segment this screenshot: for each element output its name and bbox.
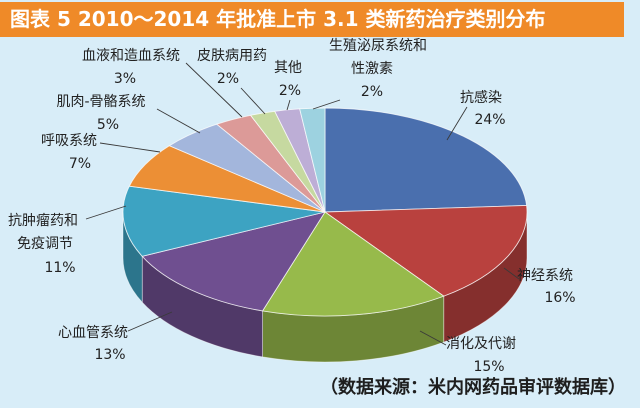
slice-label: 抗感染 (460, 89, 502, 106)
pie-slices (122, 107, 528, 317)
slice-label: 呼吸系统 (41, 133, 97, 149)
leader-line (99, 142, 161, 153)
slice-label: 性激素 (351, 60, 393, 77)
leader-line (156, 108, 201, 134)
pie-slice (299, 107, 326, 213)
pie-slice (324, 107, 528, 213)
pie-slice (141, 211, 326, 312)
leader-line (446, 106, 468, 141)
pie-slice (122, 185, 326, 257)
leader-lines (85, 62, 520, 346)
slice-value-label: 16% (544, 290, 575, 306)
slice-label: 肌肉-骨骼系统 (56, 94, 145, 110)
slice-label: 皮肤病用药 (197, 48, 267, 64)
leader-line (312, 99, 341, 110)
slice-label: 生殖泌尿系统和 (329, 37, 427, 54)
slice-label: 其他 (274, 60, 302, 76)
slice-value-label: 2% (279, 83, 301, 99)
chart-title: 图表 5 2010～2014 年批准上市 3.1 类新药治疗类别分布 (10, 7, 546, 31)
slice-value-label: 11% (44, 260, 75, 276)
slice-value-label: 15% (473, 359, 504, 375)
leader-line (85, 205, 127, 220)
slice-label: 免疫调节 (17, 236, 73, 252)
pie-slice (261, 211, 445, 317)
slice-label: 血液和造血系统 (82, 48, 180, 64)
slice-value-label: 3% (114, 71, 136, 87)
leader-line (286, 99, 291, 111)
slice-value-label: 24% (474, 112, 505, 128)
title-bar: 图表 5 2010～2014 年批准上市 3.1 类新药治疗类别分布 (0, 2, 624, 37)
slice-label: 消化及代谢 (446, 336, 516, 352)
leader-line (419, 330, 447, 346)
slice-label: 心血管系统 (58, 325, 128, 341)
leader-line (503, 267, 520, 280)
slice-label: 抗肿瘤药和 (8, 212, 78, 229)
leader-line (240, 87, 266, 115)
slice-value-label: 7% (69, 156, 91, 172)
pie-slice (323, 205, 528, 297)
leader-line (185, 62, 243, 118)
slice-value-label: 2% (361, 84, 383, 100)
slice-value-label: 2% (217, 71, 239, 87)
slice-value-label: 5% (97, 117, 119, 133)
source-note: （数据来源：米内网药品审评数据库） (320, 377, 626, 398)
slice-value-label: 13% (94, 347, 125, 363)
slice-label: 神经系统 (517, 268, 573, 284)
leader-line (127, 311, 173, 332)
